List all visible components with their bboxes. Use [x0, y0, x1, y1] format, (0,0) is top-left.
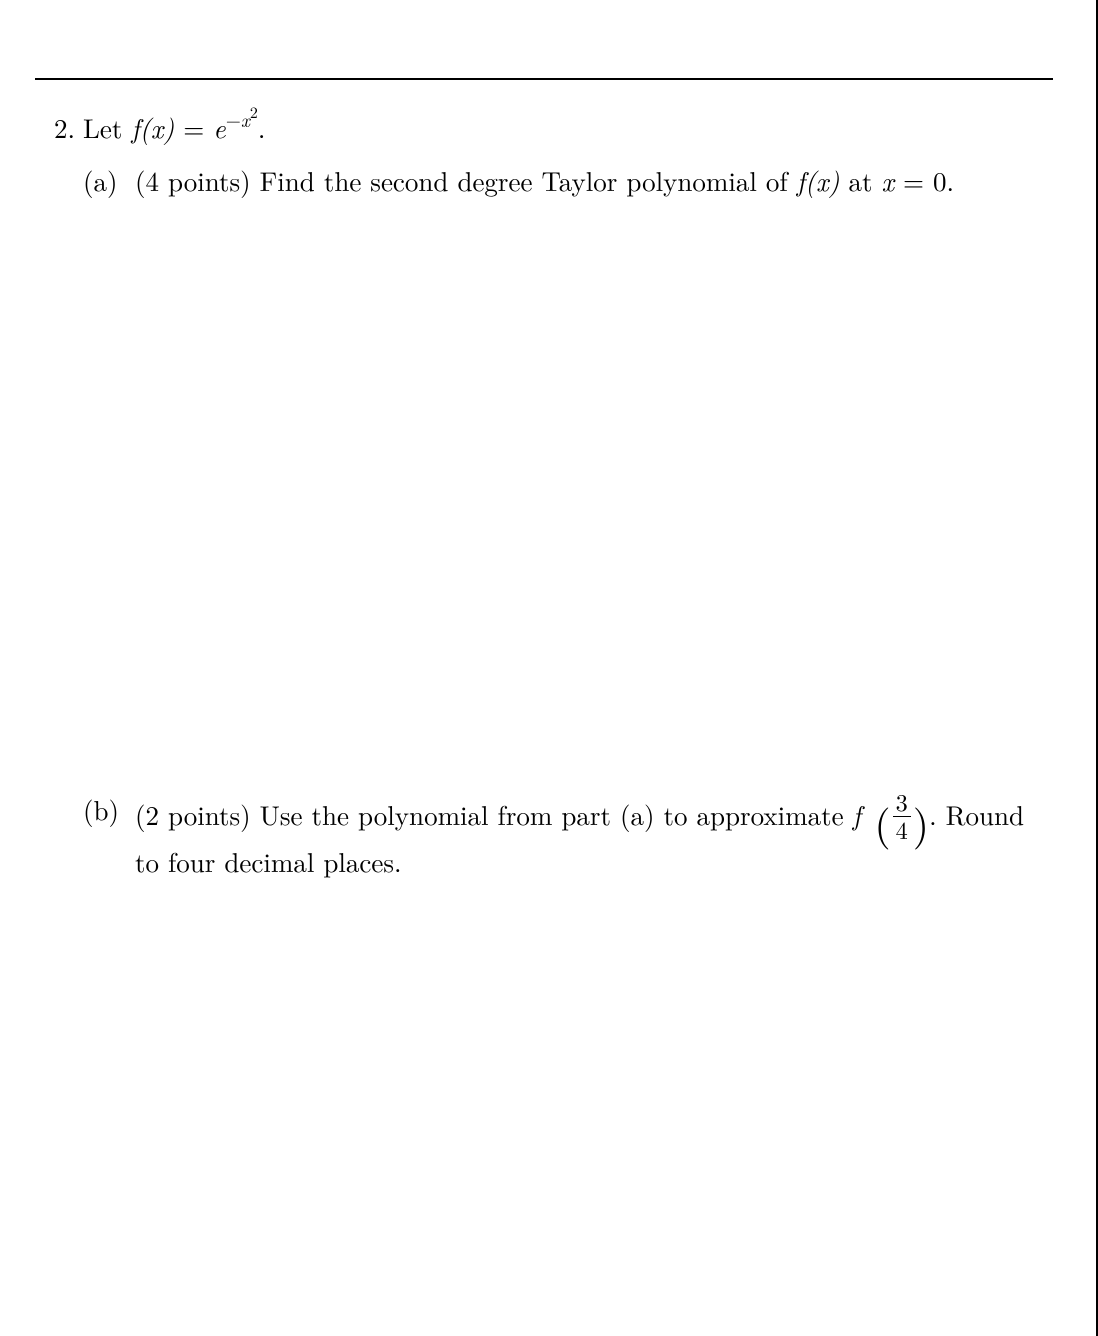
problem-number: 2. — [35, 108, 83, 147]
math-f-of-x: f(x) — [797, 161, 840, 199]
equals: = — [174, 108, 213, 146]
part-b-body: (2 points) Use the polynomial from part … — [135, 790, 1053, 881]
stem-prefix: Let — [83, 108, 131, 146]
stem-text: Let f(x) = e−x2. — [83, 108, 265, 146]
math-x: x — [882, 161, 895, 199]
part-a-points: (4 points) — [135, 161, 251, 199]
problem-body: Let f(x) = e−x2. (a) (4 points) Find the… — [83, 108, 1053, 881]
part-a-body: (4 points) Find the second degree Taylor… — [135, 161, 1053, 200]
subparts: (a) (4 points) Find the second degree Ta… — [83, 161, 1053, 881]
stem-suffix: . — [258, 108, 266, 146]
math-neg: − — [226, 105, 241, 133]
part-b: (b) (2 points) Use the polynomial from p… — [83, 790, 1053, 881]
part-a: (a) (4 points) Find the second degree Ta… — [83, 161, 1053, 200]
part-a-text-3: = 0. — [894, 161, 954, 199]
frac-numerator: 3 — [893, 790, 911, 815]
part-a-label: (a) — [83, 161, 135, 200]
page: 2. Let f(x) = e−x2. (a) (4 points) Find … — [0, 0, 1098, 1336]
problem-2: 2. Let f(x) = e−x2. (a) (4 points) Find … — [35, 108, 1053, 881]
math-fraction: 34 — [893, 790, 911, 842]
math-f-of-x: f(x) — [131, 108, 174, 146]
frac-denominator: 4 — [893, 816, 911, 842]
content-area: 2. Let f(x) = e−x2. (a) (4 points) Find … — [35, 108, 1053, 881]
part-b-text-1: Use the polynomial from part (a) to appr… — [251, 795, 853, 833]
part-b-points: (2 points) — [135, 795, 251, 833]
math-exponent: −x2 — [226, 105, 258, 133]
horizontal-rule — [35, 78, 1053, 80]
part-a-text-2: at — [840, 161, 882, 199]
part-b-label: (b) — [83, 790, 135, 829]
math-f: f — [853, 795, 861, 833]
workspace-a — [83, 200, 1053, 790]
part-a-text-1: Find the second degree Taylor polynomial… — [251, 161, 797, 199]
math-e: e — [213, 108, 225, 146]
math-x: x — [241, 105, 250, 133]
math-sq: 2 — [250, 101, 258, 124]
